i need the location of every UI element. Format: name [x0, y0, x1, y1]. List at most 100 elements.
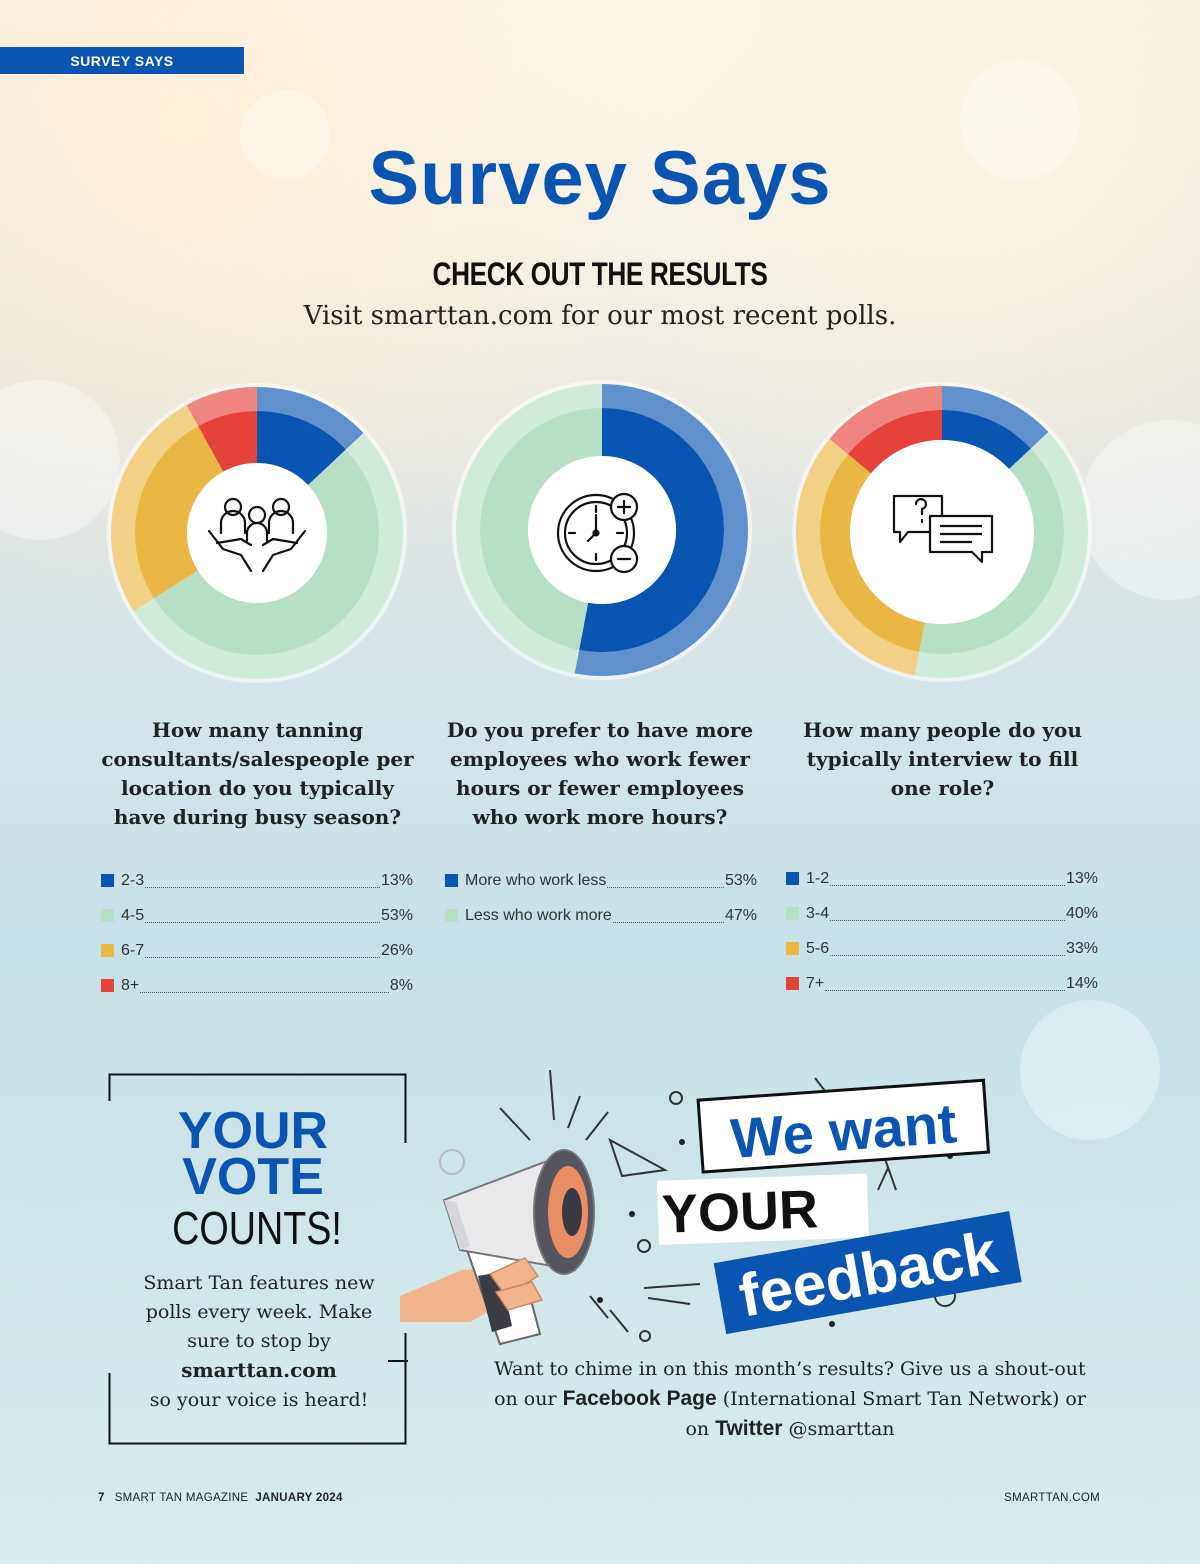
- legend-label: 4-5: [121, 907, 145, 924]
- feedback-text-2: (International Smart Tan Network) or on: [685, 1388, 1086, 1440]
- swatch-yellow: [101, 944, 114, 957]
- vote-text-2: so your voice is heard!: [149, 1389, 369, 1411]
- donut-slice-outer: [914, 432, 1088, 678]
- donut-slice-outer: [257, 387, 364, 450]
- leader-dots: [830, 905, 1065, 921]
- legend-item: 4-5 53%: [101, 907, 413, 942]
- clock-plus-minus-icon: [556, 492, 639, 574]
- leader-dots: [830, 870, 1065, 886]
- vote-text-1: Smart Tan features new polls every week.…: [143, 1272, 375, 1352]
- page-title: Survey Says: [368, 136, 832, 221]
- legend-label: Less who work more: [465, 907, 612, 924]
- donut-slice: [198, 411, 257, 472]
- donut-slice: [480, 408, 602, 650]
- swatch-blue: [445, 874, 458, 887]
- donut-slice: [135, 426, 224, 599]
- legend-item: 3-4 40%: [786, 905, 1098, 940]
- swatch-red: [101, 979, 114, 992]
- bokeh-light: [1080, 420, 1200, 600]
- donut-center: [187, 463, 327, 603]
- swatch-yellow: [786, 942, 799, 955]
- legend-item: Less who work more 47%: [445, 907, 757, 942]
- vote-line-counts: COUNTS!: [172, 1202, 342, 1254]
- twitter-link[interactable]: Twitter: [715, 1417, 783, 1440]
- twitter-handle: @smarttan: [788, 1418, 895, 1440]
- bokeh-light: [0, 380, 120, 540]
- vote-box: YOUR VOTE COUNTS! Smart Tan features new…: [108, 1073, 408, 1445]
- legend-value: 13%: [1065, 870, 1098, 887]
- legend-item: 6-7 26%: [101, 942, 413, 977]
- legend-1: 2-3 13% 4-5 53% 6-7 26% 8+ 8%: [101, 872, 413, 1012]
- issue-date: JANUARY 2024: [255, 1492, 343, 1504]
- facebook-link[interactable]: Facebook Page: [562, 1387, 717, 1410]
- your-banner: YOUR: [656, 1173, 869, 1245]
- donut-chart-2: [452, 380, 752, 680]
- swatch-green: [101, 909, 114, 922]
- donut-slice-outer: [829, 386, 942, 455]
- legend-label: 3-4: [806, 905, 830, 922]
- legend-value: 33%: [1065, 940, 1098, 957]
- legend-label: 1-2: [806, 870, 830, 887]
- donut-slice-outer: [186, 387, 257, 427]
- legend-value: 53%: [724, 872, 757, 889]
- your-text: YOUR: [661, 1179, 819, 1244]
- page-number: 7: [98, 1492, 105, 1504]
- legend-item: 2-3 13%: [101, 872, 413, 907]
- magazine-name: SMART TAN MAGAZINE: [114, 1492, 249, 1504]
- vote-line-vote: VOTE: [182, 1148, 324, 1206]
- swatch-green: [445, 909, 458, 922]
- bracket-frame: [108, 1073, 408, 1445]
- donut-slice-outer: [455, 384, 602, 674]
- legend-value: 26%: [380, 942, 413, 959]
- legend-item: 5-6 33%: [786, 940, 1098, 975]
- legend-label: 2-3: [121, 872, 145, 889]
- leader-dots: [145, 907, 380, 923]
- legend-3: 1-2 13% 3-4 40% 5-6 33% 7+ 14%: [786, 870, 1098, 1010]
- donut-slice: [820, 454, 925, 652]
- legend-value: 53%: [380, 907, 413, 924]
- people-hands-icon: [207, 497, 307, 573]
- donut-slice-outer: [133, 433, 404, 679]
- vote-site: smarttan.com: [181, 1358, 337, 1382]
- leader-dots: [145, 942, 380, 958]
- legend-item: 8+ 8%: [101, 977, 413, 1012]
- legend-value: 13%: [380, 872, 413, 889]
- footer-left: 7 SMART TAN MAGAZINE JANUARY 2024: [98, 1492, 353, 1504]
- question-1: How many tanning consultants/salespeople…: [101, 718, 414, 829]
- legend-label: 7+: [806, 975, 825, 992]
- donut-slice: [257, 411, 346, 486]
- question-3: How many people do you typically intervi…: [803, 718, 1082, 800]
- legend-label: More who work less: [465, 872, 607, 889]
- section-tab: SURVEY SAYS: [0, 47, 244, 74]
- we-want-text: We want: [729, 1091, 959, 1170]
- legend-item: 7+ 14%: [786, 975, 1098, 1010]
- swatch-blue: [786, 872, 799, 885]
- bokeh-light: [960, 60, 1080, 180]
- donut-slice-outer: [111, 405, 199, 612]
- donut-slice-outer: [796, 438, 920, 676]
- results-heading: CHECK OUT THE RESULTS: [432, 256, 768, 292]
- vote-description: Smart Tan features new polls every week.…: [128, 1269, 390, 1415]
- swatch-blue: [101, 874, 114, 887]
- legend-label: 8+: [121, 977, 140, 994]
- leader-dots: [830, 940, 1065, 956]
- feedback-description: Want to chime in on this month’s results…: [490, 1355, 1090, 1444]
- leader-dots: [145, 872, 380, 888]
- donut-slice: [153, 449, 380, 656]
- bokeh-light: [1020, 1000, 1160, 1140]
- donut-slice: [942, 410, 1031, 470]
- legend-value: 47%: [724, 907, 757, 924]
- feedback-text-1: Want to chime in on this month’s results…: [494, 1358, 1086, 1410]
- legend-value: 8%: [389, 977, 413, 994]
- footer-site: SMARTTAN.COM: [1004, 1492, 1100, 1504]
- megaphone-icon: [400, 1149, 595, 1346]
- leader-dots: [140, 977, 389, 993]
- legend-2: More who work less 53% Less who work more…: [445, 872, 757, 942]
- donut-slice: [579, 408, 724, 652]
- swatch-red: [786, 977, 799, 990]
- vote-line-your: YOUR: [177, 1102, 329, 1160]
- leader-dots: [825, 975, 1065, 991]
- feedback-illustration: We want YOUR feedback: [400, 1069, 1022, 1346]
- donut-slice-outer: [942, 386, 1049, 449]
- swatch-green: [786, 907, 799, 920]
